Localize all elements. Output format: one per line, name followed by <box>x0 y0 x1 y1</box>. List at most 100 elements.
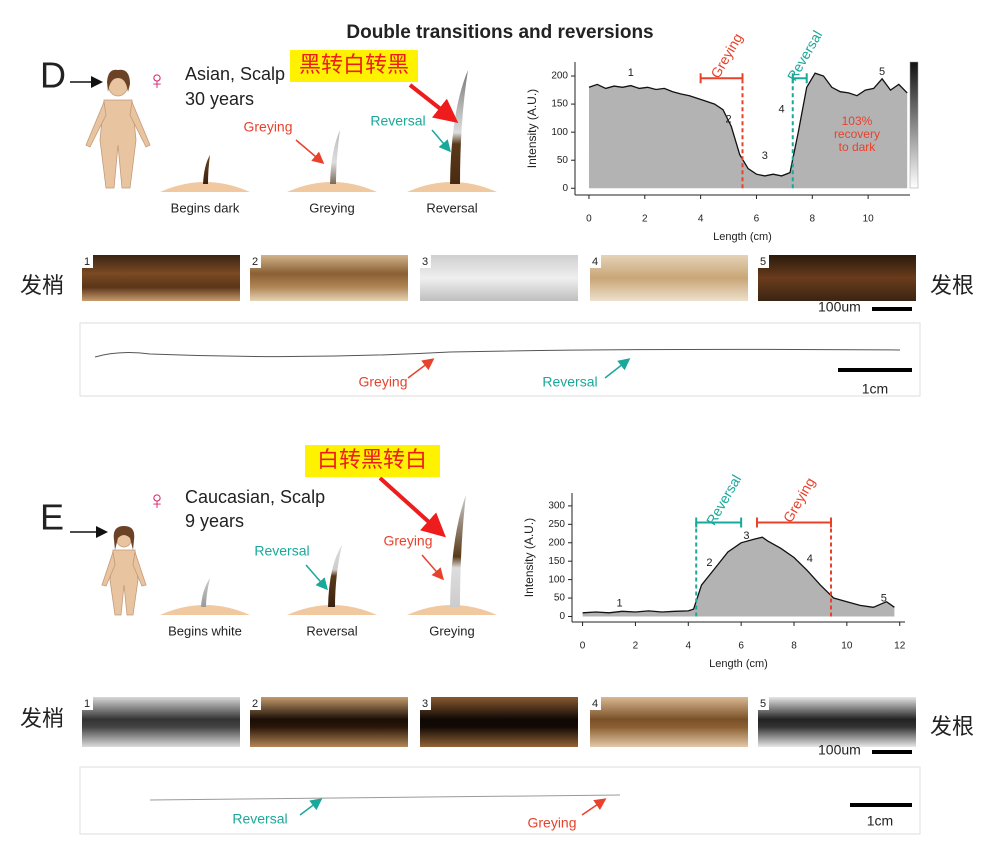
stage-label: Begins white <box>168 623 242 638</box>
y-tick-label: 300 <box>548 501 565 512</box>
segment-number: 4 <box>592 698 598 710</box>
y-tick-label: 100 <box>551 127 568 138</box>
x-tick-label: 8 <box>810 214 816 225</box>
tip-label: 发梢 <box>20 268 64 300</box>
arrow <box>305 564 328 591</box>
root-label: 发根 <box>930 709 974 741</box>
segment-number: 5 <box>760 256 766 268</box>
tip-label: 发梢 <box>20 701 64 733</box>
x-tick-label: 0 <box>586 214 592 225</box>
segment-number-bg <box>420 697 431 710</box>
y-tick-label: 0 <box>559 611 565 622</box>
x-tick-label: 0 <box>580 641 586 652</box>
sex-symbol: ♀ <box>147 65 167 95</box>
panel-e-art <box>70 445 921 835</box>
strand-box <box>79 766 921 835</box>
person-figure <box>101 526 147 616</box>
hair-segment-image <box>758 697 916 747</box>
stage-label: Reversal <box>306 623 357 638</box>
age: 9 years <box>185 511 244 531</box>
hair-segment-image <box>758 255 916 301</box>
hair-strand <box>94 348 901 358</box>
highlight-note: 黑转白转黑 <box>299 47 409 79</box>
highlight-arrow <box>408 83 459 123</box>
x-axis-label: Length (cm) <box>709 658 768 670</box>
arrow-label: Reversal <box>254 543 309 559</box>
arrow <box>295 139 325 164</box>
scalp-mounds <box>160 495 497 615</box>
segment-annotation: 3 <box>743 530 749 542</box>
transition-label: Reversal <box>703 472 744 528</box>
stage-label: Reversal <box>426 200 477 215</box>
root-label: 发根 <box>930 268 974 300</box>
segment-number: 5 <box>760 698 766 710</box>
segment-annotation: 2 <box>706 557 712 569</box>
segment-number-bg <box>250 255 261 268</box>
panel-label: E <box>40 497 64 538</box>
x-tick-label: 4 <box>686 641 692 652</box>
segment-annotation: 2 <box>725 114 731 126</box>
x-tick-label: 4 <box>698 214 704 225</box>
x-tick-label: 10 <box>841 641 853 652</box>
segment-number: 3 <box>422 256 428 268</box>
segment-number: 4 <box>592 256 598 268</box>
x-tick-label: 12 <box>894 641 906 652</box>
hair-strand <box>149 794 621 801</box>
person-figure <box>85 71 151 189</box>
x-tick-label: 2 <box>633 641 639 652</box>
segment-annotation: 4 <box>807 553 813 565</box>
transition-label: Greying <box>707 30 745 80</box>
x-tick-label: 10 <box>863 214 875 225</box>
segment-annotation: 5 <box>881 593 887 605</box>
panel-d-art <box>70 50 921 397</box>
x-tick-label: 2 <box>642 214 648 225</box>
highlight-note: 白转黑转白 <box>317 442 427 474</box>
segment-number-bg <box>590 697 601 710</box>
arrow <box>431 129 451 153</box>
hair-segment-image <box>420 255 578 301</box>
color-bar <box>909 61 919 189</box>
note-text: 103% <box>842 114 873 128</box>
highlight-box <box>290 50 418 82</box>
hair-segment-image <box>420 697 578 747</box>
hair-segment-image <box>590 697 748 747</box>
hair-segment-image <box>250 697 408 747</box>
segment-number-bg <box>758 697 769 710</box>
segment-annotation: 1 <box>628 67 634 79</box>
arrow-label: Greying <box>243 119 292 135</box>
arrow <box>407 358 435 379</box>
strand-box <box>79 322 921 397</box>
stage-label: Greying <box>309 200 355 215</box>
strand-label: Greying <box>358 374 407 390</box>
figure-title: Double transitions and reversions <box>346 22 653 43</box>
highlight-arrow <box>378 476 446 538</box>
panel-label: D <box>40 55 66 96</box>
arrow <box>299 798 323 816</box>
scale-label: 100um <box>818 299 861 315</box>
intensity-line <box>582 536 895 614</box>
y-axis-label: Intensity (A.U.) <box>522 518 536 597</box>
scalp-mounds <box>160 70 497 192</box>
arrow <box>604 358 631 379</box>
x-tick-label: 6 <box>738 641 744 652</box>
hair-segment-image <box>250 255 408 301</box>
scale-label: 1cm <box>862 381 888 397</box>
segment-annotation: 1 <box>617 597 623 609</box>
y-tick-label: 150 <box>551 99 568 110</box>
highlight-box <box>305 445 440 477</box>
segment-annotation: 5 <box>879 66 885 78</box>
strand-label: Reversal <box>542 374 597 390</box>
stage-label: Begins dark <box>171 200 240 215</box>
x-tick-label: 8 <box>791 641 797 652</box>
hair-segment-image <box>82 697 240 747</box>
segment-annotation: 4 <box>779 104 785 116</box>
subject: Caucasian, Scalp <box>185 487 325 507</box>
y-tick-label: 200 <box>548 537 565 548</box>
segment-number: 2 <box>252 698 258 710</box>
segment-number: 1 <box>84 256 90 268</box>
x-axis-label: Length (cm) <box>713 231 772 243</box>
x-tick-label: 6 <box>754 214 760 225</box>
arrow <box>421 554 444 581</box>
y-tick-label: 50 <box>554 593 566 604</box>
